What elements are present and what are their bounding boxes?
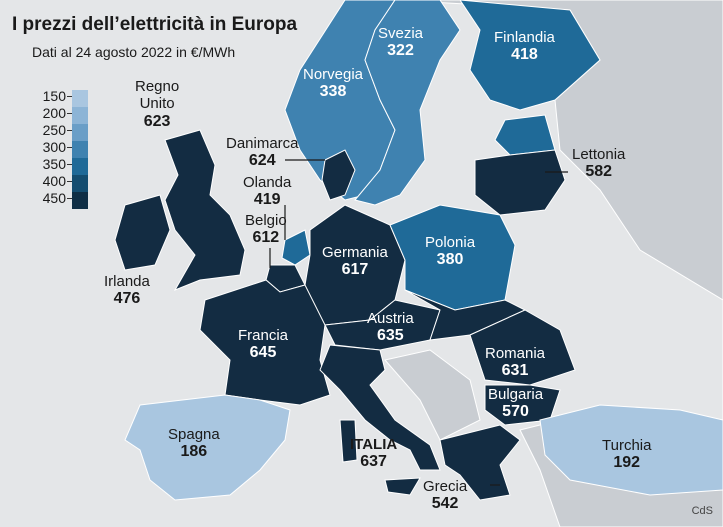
region-francia xyxy=(199,279,331,406)
label-polonia: Polonia 380 xyxy=(425,234,475,270)
region-danimarca xyxy=(321,149,356,201)
country-name: ITALIA xyxy=(350,436,398,453)
credit-text: CdS xyxy=(691,505,713,517)
label-grecia: Grecia 542 xyxy=(423,478,467,514)
legend-label: 450 xyxy=(42,190,66,206)
legend-swatch xyxy=(72,192,88,209)
label-bulgaria: Bulgaria 570 xyxy=(488,386,543,422)
country-value: 476 xyxy=(113,290,141,308)
country-value: 338 xyxy=(319,83,347,101)
country-name: Lettonia xyxy=(572,146,626,163)
label-danimarca: Danimarca 624 xyxy=(226,135,299,171)
country-value: 635 xyxy=(376,327,404,345)
country-value: 380 xyxy=(436,251,464,269)
country-name: Austria xyxy=(367,310,414,327)
legend-label: 150 xyxy=(42,88,66,104)
country-name: Germania xyxy=(322,244,388,261)
country-value: 623 xyxy=(143,112,171,130)
legend-swatch xyxy=(72,158,88,175)
country-name: Irlanda xyxy=(104,273,150,290)
legend-swatch xyxy=(72,175,88,192)
region-finlandia xyxy=(459,0,601,111)
region-grecia xyxy=(439,424,521,501)
country-value: 186 xyxy=(180,443,208,461)
country-value: 582 xyxy=(585,163,613,181)
country-name: Norvegia xyxy=(303,66,364,83)
country-value: 419 xyxy=(253,191,281,209)
country-name: Belgio xyxy=(245,212,287,229)
legend-label: 400 xyxy=(42,173,66,189)
region-italia xyxy=(319,344,441,471)
region-olanda xyxy=(281,229,311,266)
label-austria: Austria 635 xyxy=(367,310,414,346)
region-sicilia xyxy=(384,477,421,496)
country-value: 645 xyxy=(249,344,277,362)
label-norvegia: Norvegia 338 xyxy=(303,66,363,102)
label-francia: Francia 645 xyxy=(238,327,288,363)
legend-swatch xyxy=(72,141,88,158)
region-spagna xyxy=(124,394,291,501)
country-value: 570 xyxy=(502,403,529,421)
country-value: 612 xyxy=(252,229,280,247)
country-name: Grecia xyxy=(423,478,468,495)
country-name: Bulgaria xyxy=(488,386,544,403)
country-value: 542 xyxy=(431,495,459,513)
label-lettonia: Lettonia 582 xyxy=(572,146,625,182)
country-value: 617 xyxy=(341,261,369,279)
legend-swatch xyxy=(72,124,88,141)
region-svezia xyxy=(354,0,461,206)
region-baltics-north xyxy=(494,114,556,156)
label-spagna: Spagna 186 xyxy=(168,426,220,462)
label-germania: Germania 617 xyxy=(322,244,388,280)
country-name: Finlandia xyxy=(494,29,555,46)
region-lettonia xyxy=(474,149,566,216)
country-name: Svezia xyxy=(378,25,424,42)
country-name: Polonia xyxy=(425,234,476,251)
country-name: Danimarca xyxy=(226,135,299,152)
map-subtitle: Dati al 24 agosto 2022 in €/MWh xyxy=(32,44,236,60)
country-value: 322 xyxy=(387,42,414,60)
region-sardegna xyxy=(339,419,358,463)
legend-label: 250 xyxy=(42,122,66,138)
label-irlanda: Irlanda 476 xyxy=(104,273,150,309)
country-name: Spagna xyxy=(168,426,220,443)
country-value: 192 xyxy=(613,454,641,472)
region-turchia xyxy=(539,404,723,496)
legend-label: 300 xyxy=(42,139,66,155)
region-background-balkans xyxy=(384,349,481,441)
country-value: 418 xyxy=(511,46,538,64)
label-svezia: Svezia 322 xyxy=(378,25,423,61)
legend-swatch xyxy=(72,107,88,124)
label-italia: ITALIA 637 xyxy=(350,436,397,472)
country-name: Turchia xyxy=(602,437,652,454)
country-value: 624 xyxy=(248,152,276,170)
country-name: Francia xyxy=(238,327,289,344)
country-name: Romania xyxy=(485,345,546,362)
map-title: I prezzi dell’elettricità in Europa xyxy=(12,14,298,35)
label-belgio: Belgio 612 xyxy=(245,212,287,248)
label-turchia: Turchia 192 xyxy=(602,437,651,473)
country-name: Regno Unito xyxy=(135,78,180,113)
legend-label: 350 xyxy=(42,156,66,172)
legend-label: 200 xyxy=(42,105,66,121)
country-name: Olanda xyxy=(243,174,292,191)
country-value: 637 xyxy=(360,453,387,471)
region-irlanda xyxy=(114,194,171,271)
region-regno-unito xyxy=(164,129,246,291)
region-romania xyxy=(469,309,576,386)
label-olanda: Olanda 419 xyxy=(243,174,291,210)
label-romania: Romania 631 xyxy=(485,345,545,381)
legend-swatch xyxy=(72,90,88,107)
country-value: 631 xyxy=(501,362,529,380)
label-regno-unito: Regno Unito 623 xyxy=(135,78,179,131)
label-finlandia: Finlandia 418 xyxy=(494,29,555,65)
